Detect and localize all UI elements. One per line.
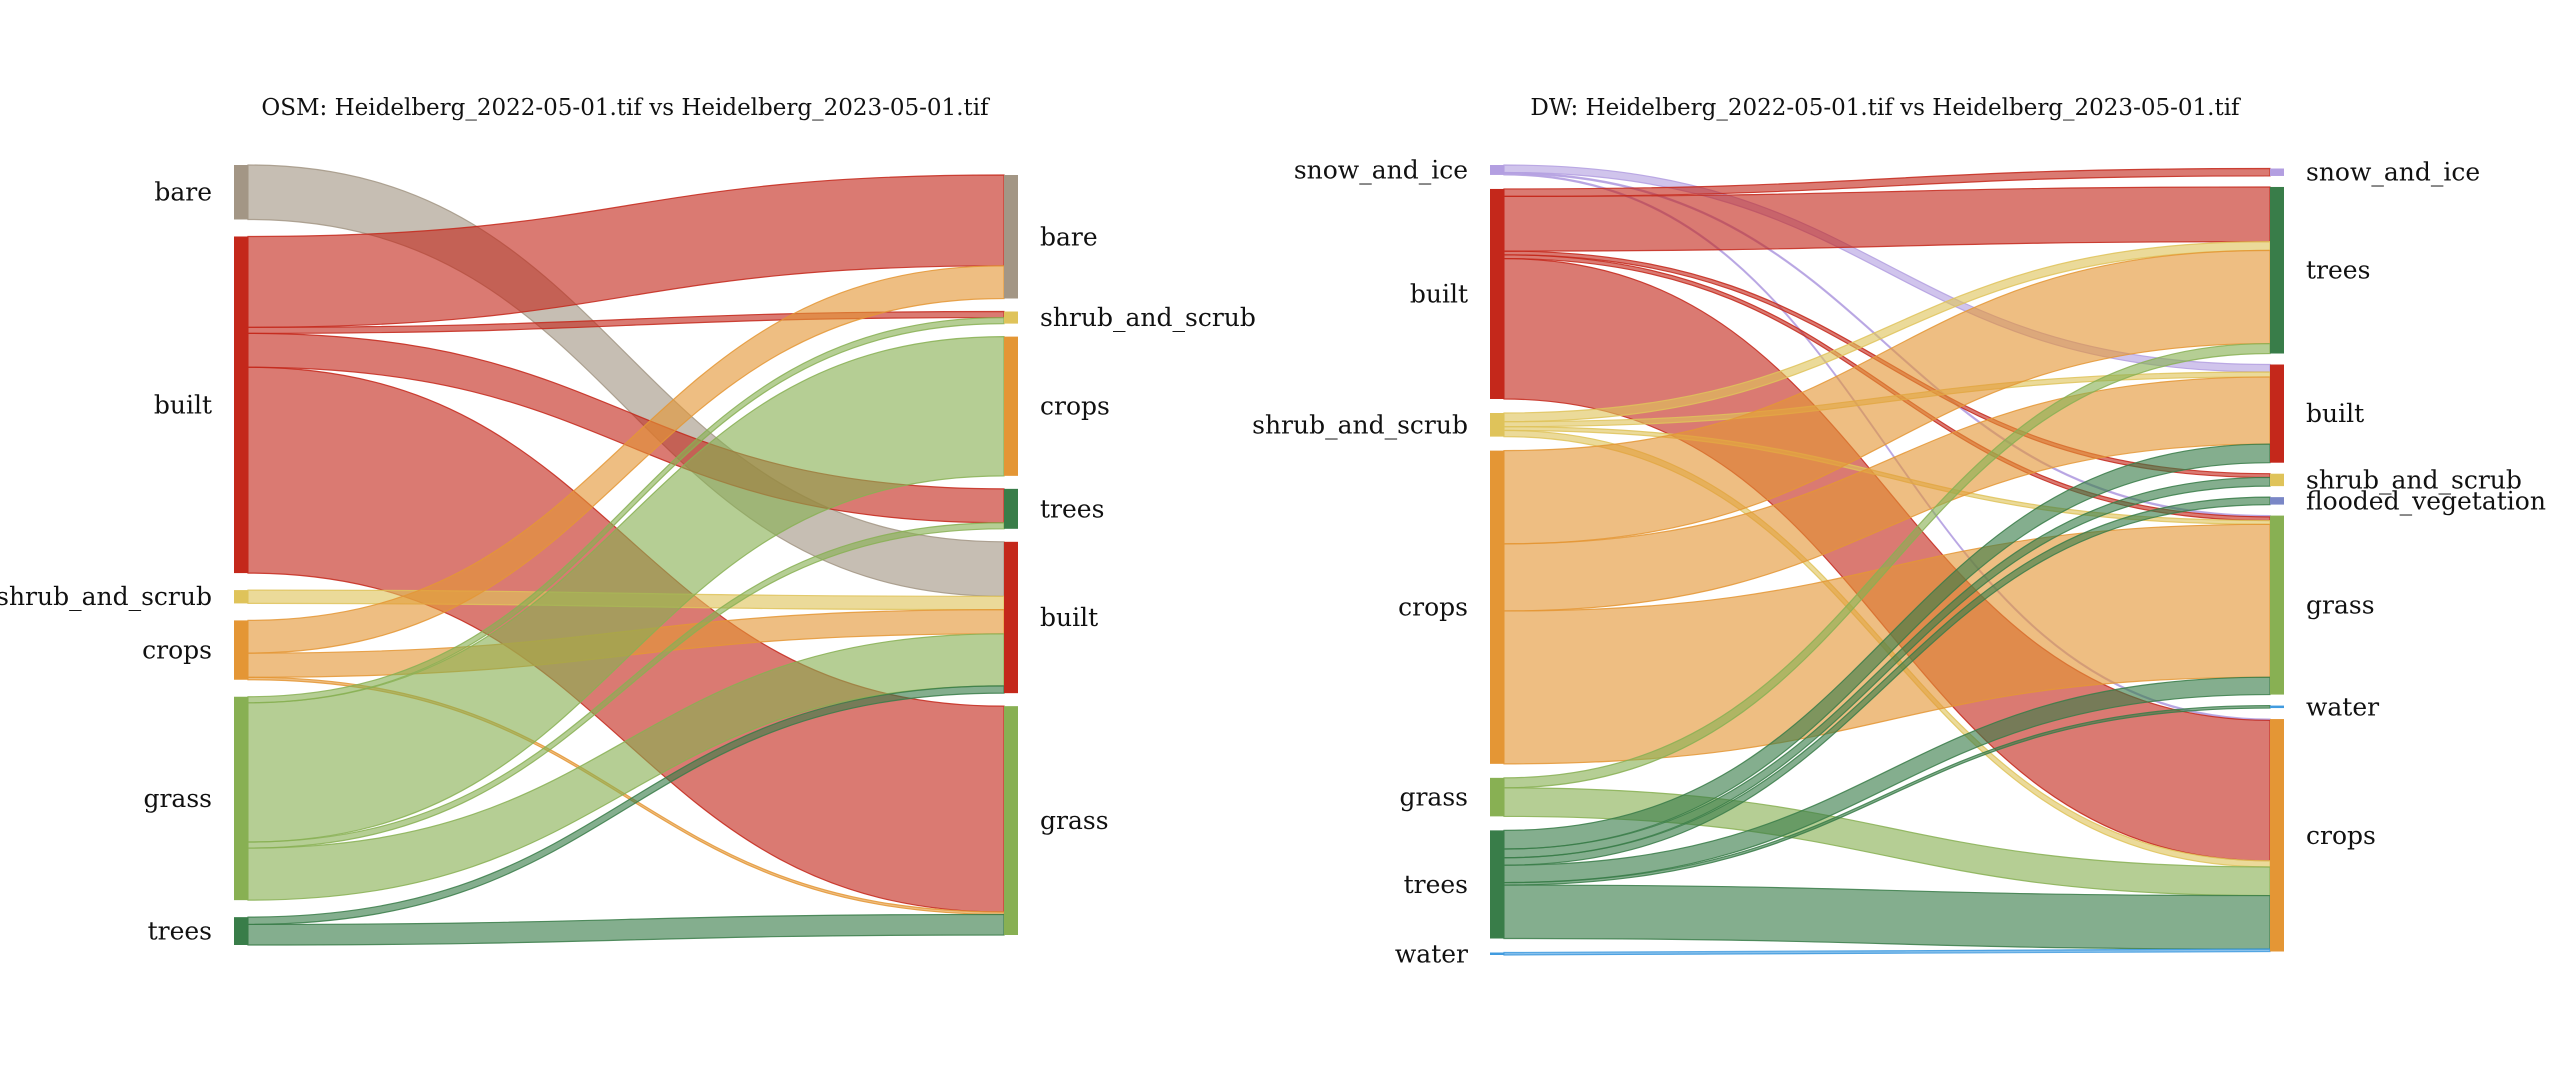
- right-node-label-trees: trees: [1040, 494, 1104, 523]
- left-node-label-built: built: [154, 390, 212, 419]
- right-node-bar-shrub_and_scrub: [2270, 473, 2284, 487]
- right-node-label-crops: crops: [1040, 392, 1110, 421]
- left-node-bar-built: [1490, 188, 1504, 400]
- right-node-bar-built: [2270, 364, 2284, 463]
- right-node-label-trees: trees: [2306, 256, 2370, 285]
- right-node-label-shrub_and_scrub: shrub_and_scrub: [2306, 465, 2522, 494]
- sankey-chart-osm: barebuiltshrub_and_scrubcropsgrasstreesb…: [0, 164, 1256, 946]
- right-node-bar-grass: [1004, 706, 1018, 935]
- flow-trees-to-built: [247, 685, 1005, 926]
- flow-grass-to-crops: [247, 336, 1005, 843]
- left-node-bar-trees: [1490, 830, 1504, 939]
- flow-crops-to-bare: [247, 265, 1005, 654]
- left-node-bar-bare: [234, 165, 248, 220]
- right-node-label-bare: bare: [1040, 222, 1098, 251]
- right-node-label-shrub_and_scrub: shrub_and_scrub: [1040, 303, 1256, 332]
- right-node-label-built: built: [2306, 399, 2364, 428]
- right-node-bar-trees: [1004, 488, 1018, 529]
- right-node-bar-bare: [1004, 175, 1018, 299]
- right-node-bar-flooded_vegetation: [2270, 497, 2284, 505]
- flow-built-to-snow_and_ice: [1503, 167, 2271, 198]
- flow-water-to-crops: [1503, 948, 2271, 956]
- flow-grass-to-shrub_and_scrub: [247, 316, 1005, 704]
- left-node-label-shrub_and_scrub: shrub_and_scrub: [1252, 410, 1468, 439]
- ribbons: [247, 164, 1005, 946]
- left-node-label-water: water: [1395, 939, 1468, 968]
- right-node-bar-grass: [2270, 515, 2284, 695]
- chart-title-dw: DW: Heidelberg_2022-05-01.tif vs Heidelb…: [1530, 95, 2241, 121]
- right-node-label-grass: grass: [2306, 591, 2375, 620]
- left-node-label-grass: grass: [143, 784, 212, 813]
- right-node-bar-crops: [2270, 719, 2284, 952]
- left-node-bar-grass: [234, 696, 248, 901]
- right-node-bar-built: [1004, 541, 1018, 694]
- right-node-label-snow_and_ice: snow_and_ice: [2306, 158, 2480, 187]
- left-node-label-bare: bare: [154, 178, 212, 207]
- left-node-label-trees: trees: [148, 917, 212, 946]
- left-node-label-built: built: [1410, 279, 1468, 308]
- left-node-label-crops: crops: [142, 636, 212, 665]
- left-node-bar-grass: [1490, 777, 1504, 817]
- left-node-bar-built: [234, 236, 248, 574]
- flow-built-to-trees: [1503, 186, 2271, 252]
- right-node-label-flooded_vegetation: flooded_vegetation: [2306, 486, 2546, 515]
- right-node-bar-trees: [2270, 186, 2284, 354]
- chart-title-osm: OSM: Heidelberg_2022-05-01.tif vs Heidel…: [261, 95, 990, 121]
- left-node-label-grass: grass: [1399, 783, 1468, 812]
- left-node-label-crops: crops: [1398, 593, 1468, 622]
- flow-trees-to-grass: [247, 913, 1005, 946]
- left-node-bar-shrub_and_scrub: [234, 590, 248, 604]
- left-node-bar-shrub_and_scrub: [1490, 413, 1504, 437]
- nodes: barebuiltshrub_and_scrubcropsgrasstreesb…: [0, 165, 1256, 946]
- right-node-bar-crops: [1004, 336, 1018, 476]
- flow-trees-to-built: [1503, 443, 2271, 850]
- right-node-bar-water: [2270, 705, 2284, 709]
- ribbons: [1503, 164, 2271, 956]
- left-node-bar-water: [1490, 952, 1504, 955]
- right-node-bar-shrub_and_scrub: [1004, 311, 1018, 324]
- left-node-bar-crops: [1490, 450, 1504, 764]
- left-node-label-shrub_and_scrub: shrub_and_scrub: [0, 582, 212, 611]
- left-node-bar-snow_and_ice: [1490, 165, 1504, 175]
- right-node-label-crops: crops: [2306, 821, 2376, 850]
- left-node-bar-crops: [234, 620, 248, 680]
- right-node-label-water: water: [2306, 692, 2379, 721]
- left-node-label-trees: trees: [1404, 870, 1468, 899]
- right-node-label-grass: grass: [1040, 806, 1109, 835]
- left-node-label-snow_and_ice: snow_and_ice: [1294, 155, 1468, 184]
- flow-trees-to-water: [1503, 704, 2271, 886]
- right-node-bar-snow_and_ice: [2270, 168, 2284, 176]
- right-node-label-built: built: [1040, 603, 1098, 632]
- flow-trees-to-crops: [1503, 884, 2271, 950]
- left-node-bar-trees: [234, 917, 248, 945]
